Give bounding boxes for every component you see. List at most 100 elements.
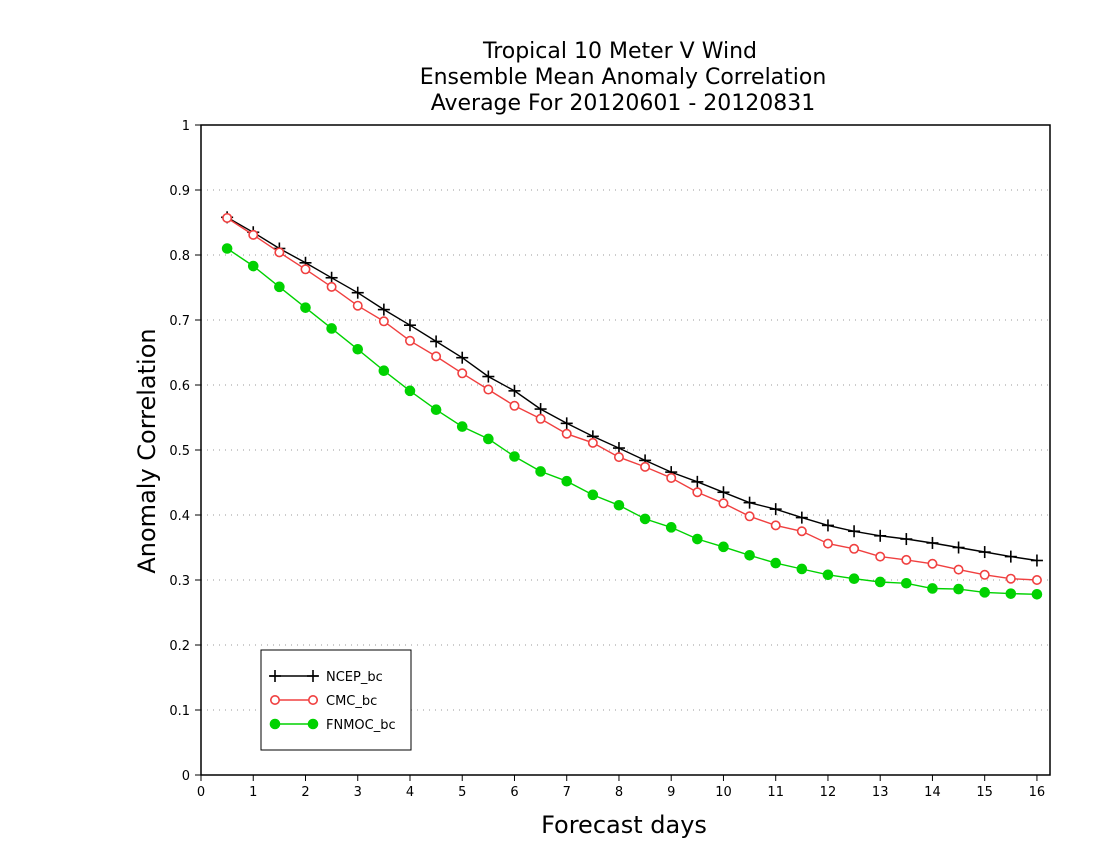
legend: NCEP_bc CMC_bc FNMOC_bc [260, 649, 412, 751]
legend-marker-ncep-bc [269, 670, 281, 682]
x-tick-label: 8 [615, 785, 623, 800]
legend-marker-fnmoc-bc [307, 718, 319, 730]
x-tick-label: 3 [354, 785, 362, 800]
y-tick-label: 0.5 [169, 444, 190, 459]
data-point-fnmoc-bc [300, 302, 311, 313]
data-point-cmc-bc [326, 281, 337, 292]
x-tick-label: 9 [667, 785, 675, 800]
data-point-cmc-bc [927, 558, 938, 569]
data-point-fnmoc-bc [1031, 589, 1043, 600]
data-point-fnmoc-bc [796, 563, 808, 575]
data-point-ncep-bc [482, 370, 495, 383]
x-tick-label: 13 [872, 785, 889, 800]
x-tick-label: 16 [1029, 785, 1046, 800]
data-point-fnmoc-bc [352, 343, 364, 355]
data-point-cmc-bc [378, 316, 389, 327]
data-point-fnmoc-bc [770, 557, 782, 569]
data-point-fnmoc-bc [587, 489, 599, 501]
data-point-cmc-bc [404, 335, 415, 346]
data-point-ncep-bc [430, 335, 443, 348]
data-point-ncep-bc [926, 536, 939, 549]
data-point-cmc-bc [483, 384, 494, 395]
x-tick-label: 1 [249, 785, 257, 800]
data-point-fnmoc-bc [848, 573, 860, 585]
data-point-cmc-bc [718, 498, 729, 509]
data-point-cmc-bc [979, 569, 990, 580]
data-point-fnmoc-bc [509, 451, 520, 462]
data-point-fnmoc-bc [979, 587, 990, 598]
data-point-ncep-bc [560, 417, 573, 430]
data-point-fnmoc-bc [822, 569, 834, 581]
data-point-cmc-bc [901, 554, 912, 565]
data-point-cmc-bc [248, 229, 259, 240]
data-point-fnmoc-bc [221, 243, 233, 254]
data-point-cmc-bc [587, 437, 598, 448]
data-point-ncep-bc [1004, 550, 1017, 563]
y-tick-label: 0.2 [169, 639, 190, 654]
data-point-cmc-bc [796, 526, 807, 537]
data-point-ncep-bc [717, 486, 730, 499]
data-point-fnmoc-bc [1005, 588, 1017, 599]
data-point-fnmoc-bc [665, 522, 677, 533]
legend-label-fnmoc-bc: FNMOC_bc [326, 718, 396, 733]
y-tick-label: 0.7 [169, 314, 190, 329]
data-point-ncep-bc [1030, 554, 1043, 567]
data-point-ncep-bc [325, 271, 338, 284]
y-tick-label: 0 [182, 769, 190, 784]
data-point-fnmoc-bc [561, 475, 573, 487]
data-point-cmc-bc [561, 428, 572, 439]
legend-marker-ncep-bc [307, 670, 319, 682]
axis-ticks: 00.10.20.30.40.50.60.70.80.910 1 2 3 4 5 6 7 8 9 1… [169, 119, 1045, 800]
x-tick-label: 14 [924, 785, 941, 800]
y-tick-label: 0.4 [169, 509, 190, 524]
data-point-fnmoc-bc [456, 421, 468, 432]
data-point-ncep-bc [874, 529, 887, 542]
data-point-ncep-bc [534, 403, 547, 416]
data-point-cmc-bc [822, 538, 833, 549]
data-point-cmc-bc [640, 461, 651, 472]
data-point-ncep-bc [821, 519, 834, 532]
chart-title-line-3: Average For 20120601 - 20120831 [431, 91, 816, 116]
data-point-cmc-bc [613, 452, 624, 463]
data-point-cmc-bc [431, 351, 442, 362]
data-point-fnmoc-bc [247, 260, 259, 272]
data-point-fnmoc-bc [927, 583, 938, 594]
data-point-fnmoc-bc [613, 499, 625, 511]
data-point-ncep-bc [769, 503, 782, 516]
data-point-cmc-bc [953, 564, 964, 575]
data-point-fnmoc-bc [953, 583, 964, 595]
legend-label-cmc-bc: CMC_bc [326, 694, 377, 709]
data-point-ncep-bc [508, 384, 521, 397]
data-point-ncep-bc [403, 319, 416, 332]
data-point-fnmoc-bc [404, 385, 416, 397]
chart-title-line-2: Ensemble Mean Anomaly Correlation [420, 65, 827, 90]
legend-marker-cmc-bc [269, 694, 280, 705]
data-point-cmc-bc [849, 543, 860, 554]
data-point-fnmoc-bc [274, 281, 285, 293]
legend-marker-fnmoc-bc [269, 718, 281, 730]
data-point-fnmoc-bc [639, 513, 651, 525]
data-point-ncep-bc [848, 525, 861, 538]
data-point-ncep-bc [978, 546, 991, 559]
data-point-fnmoc-bc [430, 404, 442, 416]
data-point-cmc-bc [535, 413, 546, 424]
x-tick-label: 12 [820, 785, 837, 800]
data-point-fnmoc-bc [535, 466, 546, 477]
x-tick-label: 15 [976, 785, 993, 800]
data-point-cmc-bc [692, 487, 703, 498]
data-point-cmc-bc [509, 400, 520, 411]
data-point-fnmoc-bc [692, 533, 703, 545]
data-point-ncep-bc [377, 303, 390, 316]
data-point-cmc-bc [1031, 574, 1042, 585]
data-point-cmc-bc [300, 264, 311, 275]
legend-marker-cmc-bc [307, 694, 318, 705]
data-point-ncep-bc [743, 496, 756, 509]
x-tick-label: 4 [406, 785, 414, 800]
data-point-ncep-bc [612, 442, 625, 455]
x-tick-label: 7 [563, 785, 571, 800]
x-tick-label: 2 [301, 785, 309, 800]
data-point-cmc-bc [875, 551, 886, 562]
data-point-ncep-bc [691, 475, 704, 488]
x-tick-label: 10 [715, 785, 732, 800]
data-point-cmc-bc [744, 511, 755, 522]
